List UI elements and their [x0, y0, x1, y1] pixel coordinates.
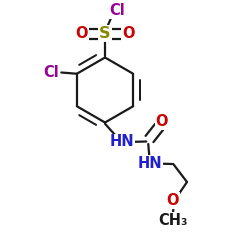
Text: O: O — [122, 26, 134, 41]
Text: HN: HN — [137, 156, 162, 171]
Text: O: O — [76, 26, 88, 41]
Text: O: O — [156, 114, 168, 130]
Text: Cl: Cl — [44, 65, 59, 80]
Text: O: O — [166, 193, 179, 208]
Text: S: S — [99, 26, 111, 41]
Text: CH₃: CH₃ — [158, 213, 188, 228]
Text: Cl: Cl — [110, 3, 126, 18]
Text: HN: HN — [110, 134, 134, 150]
